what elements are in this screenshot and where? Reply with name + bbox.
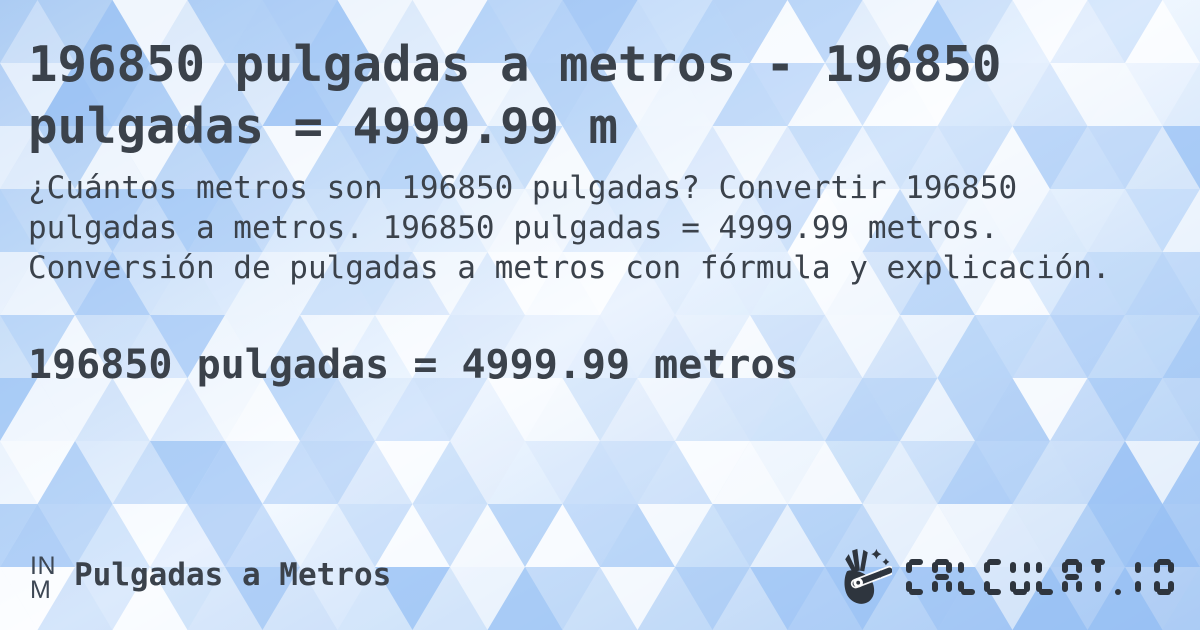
site-logo: [840, 547, 1174, 608]
footer-category: IN M Pulgadas a Metros: [30, 551, 392, 604]
footer: IN M Pulgadas a Metros: [30, 547, 1174, 608]
page-title: 196850 pulgadas a metros - 196850 pulgad…: [28, 36, 1002, 155]
unit-badge-top: IN: [30, 551, 56, 580]
page-description: ¿Cuántos metros son 196850 pulgadas? Con…: [28, 170, 1111, 286]
magic-wand-hand-icon: [844, 548, 892, 604]
unit-badge-bottom: M: [30, 575, 52, 604]
category-label: Pulgadas a Metros: [74, 556, 392, 593]
conversion-result: 196850 pulgadas = 4999.99 metros: [28, 342, 799, 388]
site-logo-text: [900, 558, 1174, 597]
unit-badge-icon: IN M: [30, 551, 56, 604]
